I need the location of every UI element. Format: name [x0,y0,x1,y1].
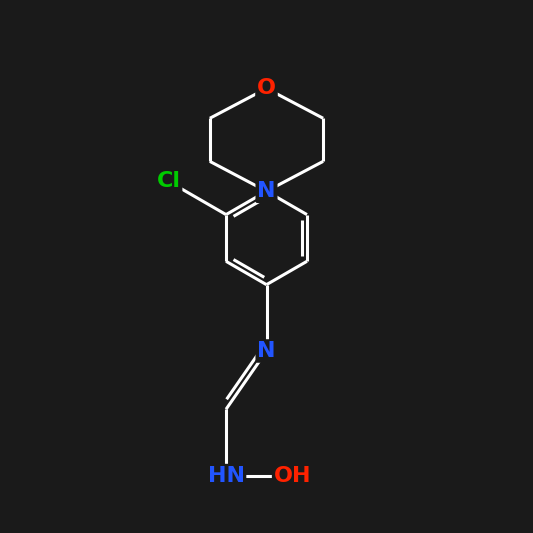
Text: N: N [257,341,276,361]
Text: HN: HN [207,466,245,486]
Text: OH: OH [273,466,311,486]
Text: O: O [257,78,276,99]
Text: Cl: Cl [157,172,181,191]
Text: N: N [257,181,276,201]
